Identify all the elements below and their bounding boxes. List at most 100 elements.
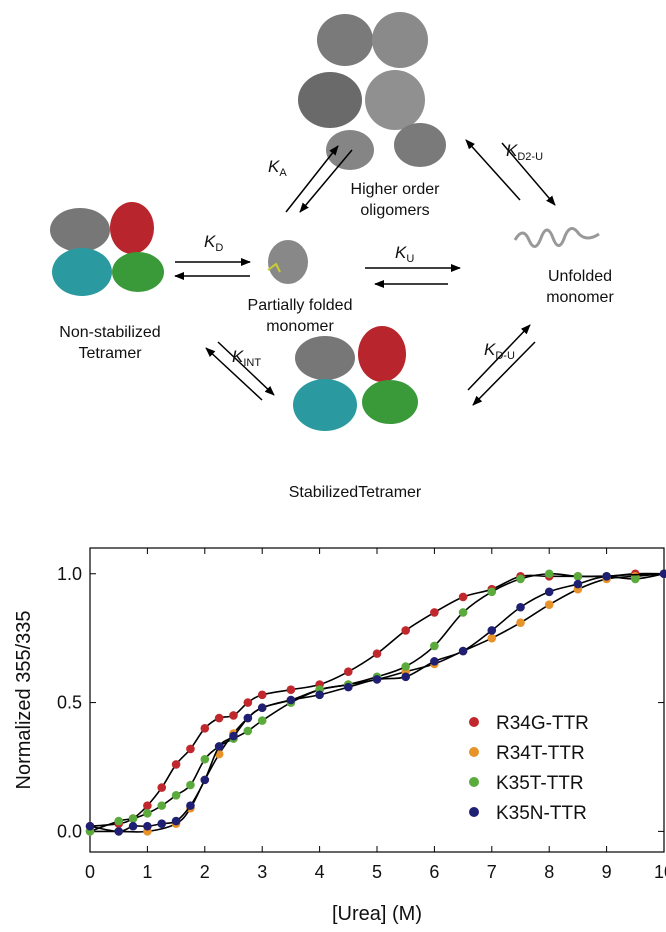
data-point bbox=[186, 744, 195, 754]
data-point bbox=[229, 711, 238, 720]
data-point bbox=[171, 816, 181, 826]
node-label: monomer bbox=[546, 289, 614, 306]
data-point bbox=[257, 716, 267, 725]
data-point bbox=[85, 821, 95, 831]
x-tick-label: 5 bbox=[372, 862, 382, 882]
rate-constant: KD2-U bbox=[506, 141, 543, 163]
data-point bbox=[200, 724, 210, 733]
data-point bbox=[143, 801, 152, 810]
y-tick-label: 1.0 bbox=[57, 564, 82, 584]
data-point bbox=[401, 626, 411, 635]
data-point bbox=[186, 780, 195, 790]
rate-subscript: U bbox=[406, 253, 414, 265]
x-tick-label: 2 bbox=[200, 862, 210, 882]
data-point bbox=[186, 801, 195, 810]
unfolded-chain bbox=[513, 227, 600, 248]
data-point bbox=[315, 690, 324, 700]
data-point bbox=[257, 703, 267, 713]
rate-constant: KU bbox=[395, 243, 414, 265]
node-label: Non-stabilized bbox=[59, 324, 160, 341]
data-point bbox=[544, 587, 554, 597]
x-tick-label: 1 bbox=[142, 862, 152, 882]
reaction-arrows bbox=[174, 139, 556, 406]
rate-constant: KD bbox=[204, 232, 223, 254]
rate-subscript: D-U bbox=[495, 350, 515, 362]
x-tick-label: 8 bbox=[544, 862, 554, 882]
y-tick-label: 0.5 bbox=[57, 693, 82, 713]
data-point bbox=[487, 587, 497, 597]
x-tick-label: 9 bbox=[602, 862, 612, 882]
data-point bbox=[286, 695, 296, 705]
node-label: monomer bbox=[266, 318, 334, 335]
data-point bbox=[128, 814, 138, 823]
node-label: StabilizedTetramer bbox=[289, 484, 422, 501]
legend-label: K35T-TTR bbox=[496, 773, 584, 794]
legend-marker bbox=[469, 717, 479, 727]
data-point bbox=[487, 626, 497, 635]
protein-structure bbox=[293, 326, 418, 431]
data-point bbox=[157, 819, 167, 828]
legend-label: R34T-TTR bbox=[496, 743, 585, 764]
data-point bbox=[487, 633, 497, 643]
data-point bbox=[372, 675, 382, 684]
data-point bbox=[200, 754, 210, 764]
legend-marker bbox=[469, 777, 479, 787]
data-point bbox=[200, 775, 210, 785]
data-point bbox=[573, 579, 583, 589]
rate-constant: KA bbox=[268, 157, 287, 179]
data-point bbox=[214, 713, 224, 723]
data-point bbox=[344, 667, 353, 676]
legend-marker bbox=[469, 807, 479, 817]
data-point bbox=[114, 816, 123, 826]
rate-symbol: K bbox=[484, 340, 496, 359]
data-point bbox=[544, 600, 554, 609]
y-tick-label: 0.0 bbox=[57, 821, 82, 841]
rate-constant: KINT bbox=[232, 347, 261, 369]
data-point bbox=[516, 618, 525, 628]
legend-label: K35N-TTR bbox=[496, 803, 587, 824]
node-label: Higher order bbox=[351, 181, 441, 198]
data-point bbox=[286, 685, 296, 694]
y-axis-label: Normalized 355/335 bbox=[13, 611, 35, 790]
rate-symbol: K bbox=[395, 243, 407, 262]
rate-subscript: A bbox=[279, 167, 287, 179]
data-point bbox=[602, 572, 611, 581]
data-point bbox=[573, 572, 583, 581]
data-point bbox=[430, 641, 439, 651]
x-tick-label: 7 bbox=[487, 862, 497, 882]
data-point bbox=[401, 662, 411, 671]
data-point bbox=[458, 592, 468, 602]
data-point bbox=[214, 742, 224, 751]
rate-subscript: INT bbox=[243, 357, 261, 369]
data-point bbox=[229, 731, 238, 741]
node-label: Tetramer bbox=[78, 345, 142, 362]
data-point bbox=[631, 574, 640, 584]
node-label: Unfolded bbox=[548, 268, 612, 285]
data-point bbox=[344, 682, 353, 692]
rate-subscript: D2-U bbox=[517, 151, 543, 163]
data-point bbox=[143, 809, 152, 818]
rate-symbol: K bbox=[232, 347, 244, 366]
data-point bbox=[143, 821, 152, 831]
x-tick-label: 6 bbox=[429, 862, 439, 882]
rate-symbol: K bbox=[204, 232, 216, 251]
data-point bbox=[544, 569, 554, 579]
rate-symbol: K bbox=[268, 157, 280, 176]
data-point bbox=[171, 791, 181, 800]
data-point bbox=[430, 608, 439, 617]
x-tick-label: 10 bbox=[654, 862, 666, 882]
data-point bbox=[516, 602, 525, 612]
data-point bbox=[243, 698, 253, 707]
data-point bbox=[659, 569, 666, 579]
data-point bbox=[401, 672, 411, 682]
data-point bbox=[257, 690, 267, 700]
data-point bbox=[157, 801, 167, 810]
protein-structure bbox=[50, 202, 164, 296]
data-point bbox=[372, 649, 382, 658]
x-tick-label: 4 bbox=[315, 862, 325, 882]
data-point bbox=[458, 608, 468, 617]
legend-label: R34G-TTR bbox=[496, 713, 589, 734]
x-tick-label: 3 bbox=[257, 862, 267, 882]
data-point bbox=[243, 726, 253, 736]
